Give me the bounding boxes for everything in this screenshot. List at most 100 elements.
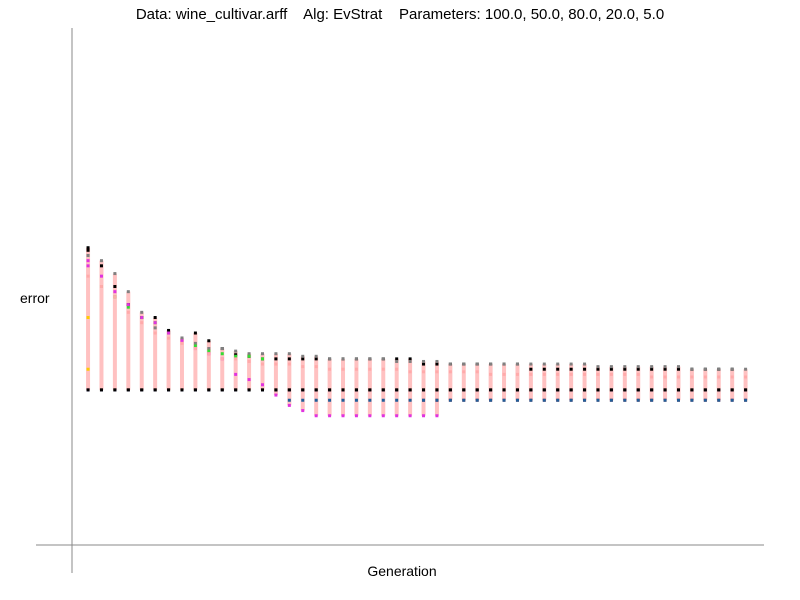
data-point (381, 414, 385, 418)
data-point (596, 372, 600, 376)
data-point (301, 398, 305, 402)
data-point (609, 398, 613, 402)
data-point (408, 388, 412, 392)
population-spread-band (260, 353, 265, 390)
data-point (730, 388, 734, 392)
data-point (274, 388, 278, 392)
population-spread-band (461, 364, 466, 401)
data-point (287, 398, 291, 402)
data-point (663, 375, 667, 379)
population-spread-band (475, 364, 480, 401)
data-point (422, 359, 426, 363)
data-point (247, 388, 251, 392)
population-spread-band (354, 358, 359, 416)
data-point (126, 388, 130, 392)
data-point (422, 398, 426, 402)
data-point (542, 362, 546, 366)
data-point (234, 349, 238, 353)
data-point (502, 388, 506, 392)
data-point (730, 375, 734, 379)
data-point (623, 398, 627, 402)
data-point (301, 354, 305, 358)
data-point (596, 398, 600, 402)
data-point (220, 388, 224, 392)
data-point (301, 365, 305, 369)
data-point (180, 336, 184, 340)
data-point (636, 398, 640, 402)
data-point (529, 388, 533, 392)
data-point (583, 398, 587, 402)
population-spread-band (341, 358, 346, 416)
data-point (86, 253, 90, 257)
data-point (690, 367, 694, 371)
data-point (381, 357, 385, 361)
data-point (287, 352, 291, 356)
population-spread-band (139, 312, 144, 390)
data-point (193, 344, 197, 348)
data-point (529, 367, 533, 371)
data-point (435, 359, 439, 363)
data-point (207, 352, 211, 356)
population-spread-band (528, 364, 533, 401)
data-point (408, 357, 412, 361)
data-point (502, 398, 506, 402)
data-point (529, 362, 533, 366)
population-spread-band (636, 366, 641, 401)
population-spread-band (743, 369, 748, 401)
data-point (583, 367, 587, 371)
data-point (730, 398, 734, 402)
data-point (341, 367, 345, 371)
data-point (395, 359, 399, 363)
data-point (475, 370, 479, 374)
data-point (167, 328, 171, 332)
data-point (650, 375, 654, 379)
data-point (475, 398, 479, 402)
data-point (207, 347, 211, 351)
population-spread-band (716, 369, 721, 401)
data-point (126, 290, 130, 294)
data-point (86, 246, 90, 250)
data-point (542, 367, 546, 371)
data-point (636, 365, 640, 369)
data-point (167, 331, 171, 335)
data-point (515, 398, 519, 402)
data-point (193, 341, 197, 345)
data-point (636, 372, 640, 376)
population-spread-band (233, 351, 238, 390)
data-point (475, 388, 479, 392)
data-point (368, 388, 372, 392)
data-point (556, 398, 560, 402)
data-point (180, 388, 184, 392)
data-point (583, 362, 587, 366)
data-point (529, 398, 533, 402)
population-spread-band (555, 364, 560, 401)
population-spread-band (99, 260, 104, 390)
data-point (113, 388, 117, 392)
data-point (368, 398, 372, 402)
data-point (287, 403, 291, 407)
data-point (99, 388, 103, 392)
data-point (542, 372, 546, 376)
data-point (368, 357, 372, 361)
data-point (260, 388, 264, 392)
data-point (556, 388, 560, 392)
data-point (703, 398, 707, 402)
data-point (515, 372, 519, 376)
data-point (569, 367, 573, 371)
data-point (395, 367, 399, 371)
population-spread-band (327, 358, 332, 416)
population-spread-band (367, 358, 372, 416)
data-point (676, 367, 680, 371)
data-point (328, 398, 332, 402)
data-point (113, 290, 117, 294)
data-point (341, 414, 345, 418)
data-point (717, 388, 721, 392)
data-point (247, 378, 251, 382)
data-point (690, 375, 694, 379)
data-point (650, 365, 654, 369)
data-point (395, 388, 399, 392)
data-point (207, 339, 211, 343)
data-point (260, 383, 264, 387)
data-point (381, 367, 385, 371)
